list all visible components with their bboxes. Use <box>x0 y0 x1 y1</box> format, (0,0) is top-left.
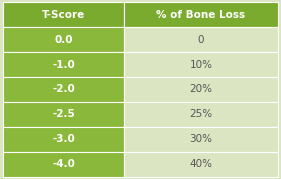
Text: 0.0: 0.0 <box>55 35 73 45</box>
Bar <box>124 27 278 52</box>
Text: 25%: 25% <box>189 109 212 119</box>
Text: -2.0: -2.0 <box>52 84 75 95</box>
Bar <box>124 127 278 152</box>
Bar <box>3 27 124 52</box>
Text: % of Bone Loss: % of Bone Loss <box>156 10 245 20</box>
Text: 20%: 20% <box>189 84 212 95</box>
Bar <box>124 52 278 77</box>
Bar <box>124 2 278 27</box>
Text: 0: 0 <box>198 35 204 45</box>
Bar <box>124 152 278 177</box>
Bar <box>3 152 124 177</box>
Bar <box>3 2 124 27</box>
Text: -3.0: -3.0 <box>52 134 75 144</box>
Text: -1.0: -1.0 <box>52 60 75 70</box>
Bar <box>3 77 124 102</box>
Text: 40%: 40% <box>189 159 212 169</box>
Bar <box>124 102 278 127</box>
Text: -4.0: -4.0 <box>52 159 75 169</box>
Text: -2.5: -2.5 <box>52 109 75 119</box>
Bar <box>124 77 278 102</box>
Text: T-Score: T-Score <box>42 10 85 20</box>
Text: 10%: 10% <box>189 60 212 70</box>
Bar <box>3 127 124 152</box>
Text: 30%: 30% <box>189 134 212 144</box>
Bar <box>3 102 124 127</box>
Bar <box>3 52 124 77</box>
